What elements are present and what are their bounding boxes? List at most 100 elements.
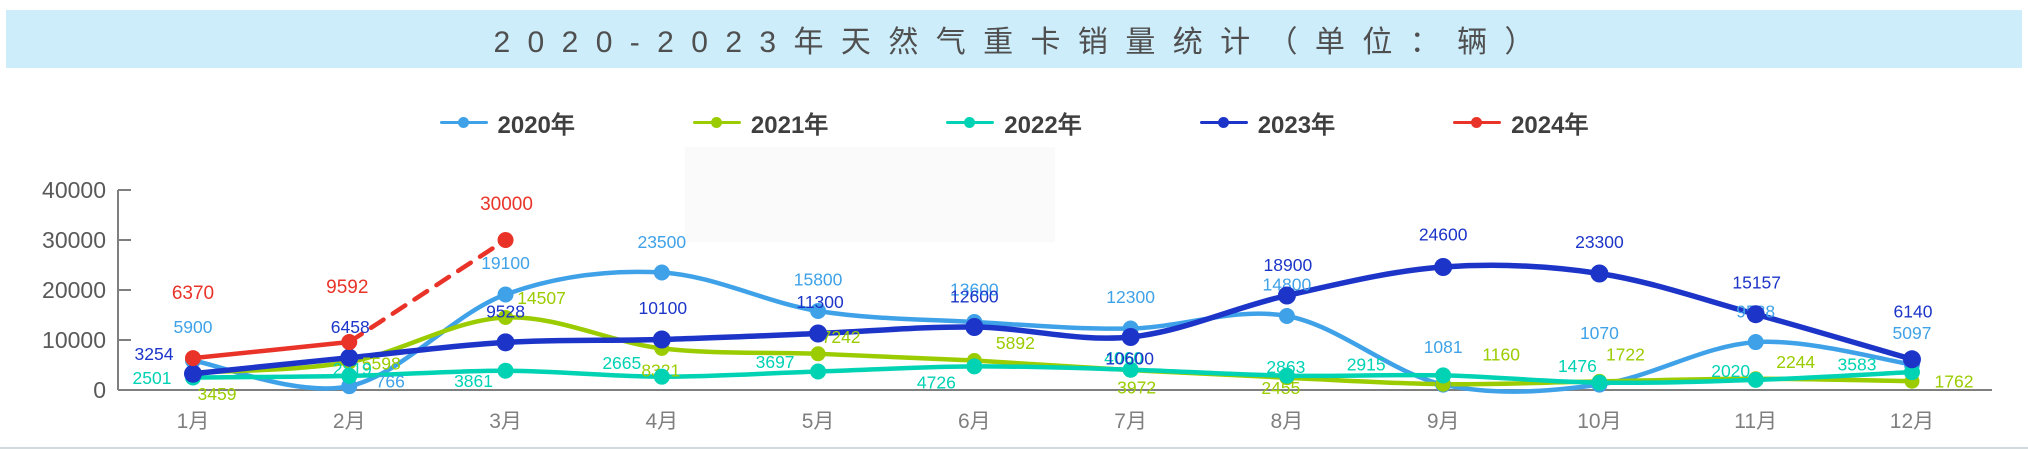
data-label-2023年: 18900 [1264,255,1313,275]
data-point-2023年 [1590,264,1609,283]
data-label-2021年: 7242 [822,327,861,347]
data-label-2022年: 4726 [917,373,956,393]
x-axis-label: 11月 [1734,410,1777,433]
data-point-2023年 [1746,305,1765,324]
data-label-2020年: 12300 [1106,287,1155,307]
data-point-2022年 [1278,367,1295,384]
series-line-2024年 [190,339,352,361]
series-line-dashed-2024年 [347,237,508,345]
data-label-2020年: 23500 [637,232,686,252]
data-label-2023年: 23300 [1575,232,1624,252]
data-label-2023年: 6458 [331,317,370,337]
data-label-2021年: 5598 [362,353,401,373]
chart-title: 2020-2023年天然气重卡销量统计（单位：辆） [493,26,1552,59]
data-label-2022年: 3697 [756,352,795,372]
data-point-2024年 [341,334,358,351]
legend-line-dot-icon [439,116,488,128]
data-point-2023年 [184,364,202,383]
data-point-2023年 [1277,286,1296,305]
data-point-2022年 [810,363,827,380]
data-point-2022年 [1591,374,1608,391]
data-label-2024年: 6370 [172,283,214,304]
data-point-2022年 [1747,371,1764,388]
data-label-2021年: 14507 [517,288,566,308]
legend-item-2021年: 2021年 [692,105,828,140]
data-point-2023年 [496,333,515,352]
y-axis-label: 10000 [42,327,106,353]
data-point-2022年 [1122,361,1139,378]
legend-label: 2023年 [1257,111,1336,139]
data-label-2022年: 2665 [602,353,641,373]
data-label-2020年: 766 [376,371,405,391]
x-axis-label: 9月 [1427,410,1460,433]
data-point-2023年 [809,324,828,343]
data-label-2023年: 24600 [1419,224,1468,244]
data-point-2022年 [497,362,514,379]
y-axis-label: 0 [93,377,106,403]
data-label-2023年: 11300 [796,292,844,312]
legend-line-dot-icon [1199,116,1248,128]
chart-legend: 2020年 2021年 2022年 2023年 2024年 [0,104,2028,140]
data-point-2023年 [965,318,984,336]
data-point-2023年 [340,348,359,367]
data-label-2023年: 10600 [1105,348,1154,368]
data-point-2023年 [652,330,671,349]
data-label-2022年: 2915 [1347,355,1386,375]
data-point-2021年 [810,346,826,362]
watermark-patch [685,147,1055,242]
data-label-2023年: 3254 [135,344,174,364]
data-point-2024年 [497,232,514,248]
data-label-2024年: 9592 [326,277,368,298]
y-axis-label: 40000 [42,177,106,203]
data-label-2021年: 3459 [198,384,237,404]
data-label-2022年: 1476 [1558,356,1597,376]
data-label-2020年: 15800 [794,269,843,289]
data-label-2023年: 12600 [950,286,999,306]
data-label-2023年: 10100 [638,298,687,318]
series-line-2023年 [190,262,1915,377]
data-point-2020年 [810,303,827,319]
legend-label: 2024年 [1511,111,1589,139]
data-label-2022年: 2020 [1711,361,1750,381]
legend-line-dot-icon [692,116,741,128]
x-axis-label: 1月 [177,410,210,433]
data-point-2020年 [497,286,514,303]
data-point-2024年 [185,350,201,367]
data-label-2022年: 2863 [1266,357,1305,377]
data-point-2020年 [1278,308,1295,324]
data-label-2022年: 4060 [1104,348,1143,368]
data-label-2020年: 5900 [174,317,213,337]
x-axis-label: 2月 [333,410,366,433]
data-label-2020年: 1081 [1424,337,1463,357]
x-axis-label: 10月 [1577,410,1621,433]
legend-line-dot-icon [946,116,995,128]
x-axis-label: 12月 [1890,410,1934,433]
data-label-2020年: 13600 [950,279,999,299]
data-label-2020年: 14800 [1263,274,1312,294]
data-label-2023年: 9528 [486,302,525,322]
data-label-2020年: 19100 [481,253,530,273]
legend-item-2022年: 2022年 [946,105,1082,140]
data-label-2023年: 15157 [1732,273,1781,293]
x-axis-label: 7月 [1114,410,1147,433]
data-label-2022年: 3861 [454,371,493,391]
data-label-2021年: 2455 [1261,378,1300,398]
legend-item-2020年: 2020年 [439,105,575,140]
data-label-2024年: 30000 [480,194,533,215]
data-label-2021年: 2244 [1776,352,1815,372]
data-label-2023年: 6140 [1894,302,1933,322]
x-axis-label: 8月 [1271,410,1304,433]
x-axis-label: 4月 [645,410,678,433]
data-label-2020年: 5097 [1893,323,1932,343]
data-point-2023年 [1902,350,1921,369]
data-label-2021年: 1160 [1482,345,1520,365]
data-point-2022年 [653,368,670,385]
data-point-2022年 [1435,367,1452,384]
legend-item-2024年: 2024年 [1453,105,1588,140]
data-point-2023年 [1121,328,1140,346]
data-label-2021年: 1722 [1606,345,1645,365]
chart-title-bar: 2020-2023年天然气重卡销量统计（单位：辆） [6,10,2022,68]
y-axis-label: 30000 [42,227,106,253]
x-axis-label: 3月 [489,410,522,433]
